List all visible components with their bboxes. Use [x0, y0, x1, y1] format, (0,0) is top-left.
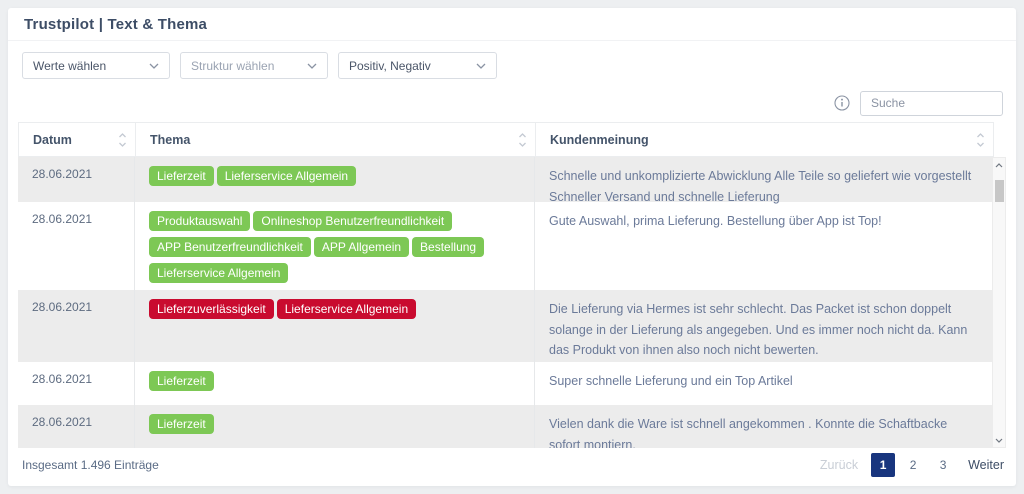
column-header-label: Thema — [150, 132, 191, 147]
column-header-datum[interactable]: Datum — [19, 123, 136, 156]
table-row: 28.06.2021 Lieferzeit Lieferservice Allge… — [18, 157, 994, 204]
table-row: 28.06.2021 Lieferzeit Vielen dank die Wa… — [18, 405, 994, 448]
chevron-down-icon — [307, 63, 317, 69]
row-tags: Lieferzeit Lieferservice Allgemein — [135, 157, 535, 202]
topic-tag: Lieferzeit — [149, 166, 214, 186]
column-header-label: Datum — [33, 132, 72, 147]
topic-tag: Onlineshop Benutzerfreundlichkeit — [253, 211, 453, 231]
table-body: 28.06.2021 Lieferzeit Lieferservice Allge… — [18, 157, 994, 448]
dropdown-werte[interactable]: Werte wählen — [22, 52, 170, 79]
topic-tag: APP Benutzerfreundlichkeit — [149, 237, 311, 257]
scroll-down-icon[interactable] — [993, 433, 1005, 447]
pagination-next-button[interactable]: Weiter — [968, 458, 1004, 472]
row-opinion: Vielen dank die Ware ist schnell angekom… — [549, 417, 948, 448]
pagination-prev-button[interactable]: Zurück — [819, 458, 859, 472]
table-row: 28.06.2021 Produktauswahl Onlineshop Benu… — [18, 202, 994, 290]
filter-bar: Werte wählen Struktur wählen Positiv, Ne… — [22, 52, 497, 79]
row-opinion: Gute Auswahl, prima Lieferung. Bestellun… — [549, 214, 882, 228]
main-card: Trustpilot | Text & Thema Werte wählen S… — [8, 8, 1016, 486]
topic-tag: Lieferzeit — [149, 371, 214, 391]
pagination-page-button[interactable]: 3 — [939, 458, 947, 472]
total-entries-label: Insgesamt 1.496 Einträge — [22, 458, 159, 472]
page-title: Trustpilot | Text & Thema — [24, 15, 208, 33]
scrollbar-thumb[interactable] — [994, 180, 1004, 202]
table-header-row: Datum Thema Kundenmeinung — [18, 122, 994, 157]
dropdown-sentiment-label: Positiv, Negativ — [349, 58, 431, 73]
row-date: 28.06.2021 — [18, 362, 135, 405]
card-header: Trustpilot | Text & Thema — [8, 8, 1016, 41]
sort-icon — [976, 132, 985, 148]
dropdown-struktur[interactable]: Struktur wählen — [180, 52, 328, 79]
pagination-page-button[interactable]: 2 — [909, 458, 917, 472]
row-tags: Produktauswahl Onlineshop Benutzerfreundl… — [135, 202, 535, 290]
row-date: 28.06.2021 — [18, 405, 135, 448]
topic-tag: Lieferservice Allgemein — [276, 299, 417, 319]
row-date: 28.06.2021 — [18, 290, 135, 362]
sort-icon — [518, 132, 527, 148]
search-input[interactable] — [860, 90, 1003, 116]
row-date: 28.06.2021 — [18, 157, 135, 202]
info-icon[interactable] — [834, 95, 850, 111]
topic-tag: Produktauswahl — [149, 211, 251, 231]
topic-tag: Lieferzeit — [149, 414, 214, 434]
topic-tag: Lieferzuverlässigkeit — [149, 299, 274, 319]
column-header-kundenmeinung[interactable]: Kundenmeinung — [536, 123, 993, 156]
column-header-thema[interactable]: Thema — [136, 123, 536, 156]
row-tags: Lieferzuverlässigkeit Lieferservice Allge… — [135, 290, 535, 362]
column-header-label: Kundenmeinung — [550, 132, 649, 147]
topic-tag: Bestellung — [412, 237, 485, 257]
row-opinion: Die Lieferung via Hermes ist sehr schlec… — [549, 302, 968, 358]
sort-icon — [118, 132, 127, 148]
dropdown-werte-label: Werte wählen — [33, 58, 107, 73]
vertical-scrollbar[interactable] — [992, 157, 1006, 448]
row-opinion: Super schnelle Lieferung und ein Top Art… — [549, 374, 793, 388]
dropdown-struktur-label: Struktur wählen — [191, 58, 275, 73]
dropdown-sentiment[interactable]: Positiv, Negativ — [338, 52, 497, 79]
row-tags: Lieferzeit — [135, 405, 535, 448]
topic-tag: Lieferservice Allgemein — [216, 166, 357, 186]
row-tags: Lieferzeit — [135, 362, 535, 405]
chevron-down-icon — [149, 63, 159, 69]
search-area — [834, 90, 1003, 116]
chevron-down-icon — [476, 63, 486, 69]
topic-tag: Lieferservice Allgemein — [149, 263, 289, 283]
pagination-page-button[interactable]: 1 — [871, 453, 896, 477]
scroll-up-icon[interactable] — [993, 158, 1005, 172]
row-opinion: Schnelle und unkomplizierte Abwicklung A… — [549, 169, 972, 204]
topic-tag: APP Allgemein — [313, 237, 410, 257]
reviews-table: Datum Thema Kundenmeinung 28.06.2021 Lie — [18, 122, 1006, 448]
table-row: 28.06.2021 Lieferzuverlässigkeit Lieferse… — [18, 290, 994, 362]
row-date: 28.06.2021 — [18, 202, 135, 290]
table-row: 28.06.2021 Lieferzeit Super schnelle Lie… — [18, 362, 994, 405]
